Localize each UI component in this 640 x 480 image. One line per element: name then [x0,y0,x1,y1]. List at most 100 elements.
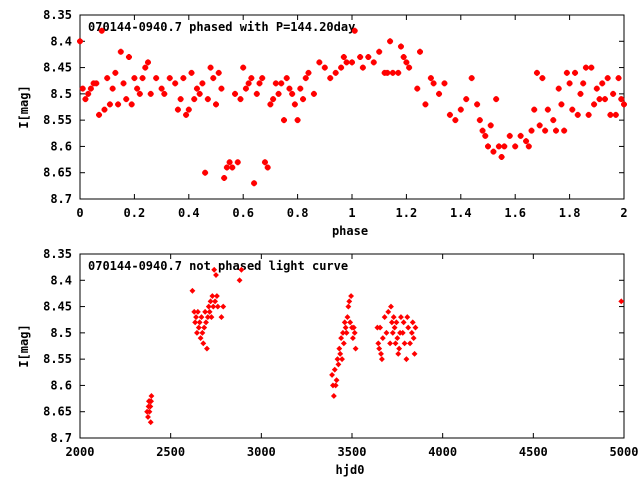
data-point [259,75,266,82]
data-point [393,319,400,326]
y-axis-label: I[mag] [17,324,31,367]
x-axis-label: phase [332,224,368,238]
data-point [387,38,394,45]
data-point [101,106,108,113]
data-point [300,96,307,103]
data-point [327,75,334,82]
data-point [286,85,293,92]
data-point [388,303,394,310]
x-tick-label: 0 [76,206,83,220]
data-point [79,85,86,92]
data-point [199,329,206,336]
data-point [517,132,524,139]
data-point [344,314,351,321]
data-point [403,59,410,66]
x-tick-label: 1.8 [559,206,581,220]
data-point [612,111,619,118]
data-point [400,319,407,326]
data-point [248,75,255,82]
data-point [389,329,396,336]
unphased-plot: 070144-0940.7 not phased light curve hjd… [17,247,638,477]
data-point [174,106,181,113]
data-point [378,356,385,363]
data-point [185,106,192,113]
data-point [390,314,397,321]
data-point [199,80,206,87]
y-tick-label: 8.65 [43,166,72,180]
data-point [498,153,505,160]
data-point [117,48,124,55]
data-point [115,101,122,108]
data-point [468,75,475,82]
data-point [410,335,417,342]
data-point [385,308,392,315]
data-point [201,324,208,331]
data-point [342,324,349,331]
y-tick-label: 8.5 [50,87,72,101]
data-point [490,148,497,155]
data-point [566,80,573,87]
data-point [392,340,399,347]
data-point [337,350,344,357]
data-point [223,164,230,171]
data-point [166,75,173,82]
data-point [202,308,209,315]
data-point [607,111,614,118]
data-point [553,127,559,134]
data-point [240,64,247,71]
x-tick-label: 1 [348,206,355,220]
data-point [383,329,390,336]
data-point [218,85,225,92]
data-point [341,319,348,326]
data-point [153,75,160,82]
data-point [333,377,340,384]
data-point [377,324,384,331]
data-point [213,272,219,278]
data-point [330,393,337,399]
data-point [501,143,508,150]
data-point [136,90,143,97]
data-point [123,96,130,103]
data-point [563,69,570,76]
data-point [618,96,625,103]
data-point [194,308,201,315]
data-point [523,138,530,145]
x-tick-label: 0.2 [124,206,146,220]
data-point [253,90,260,97]
y-tick-label: 8.4 [50,34,72,48]
x-tick-label: 1.6 [504,206,526,220]
data-point [147,419,154,426]
data-point [142,64,149,71]
data-point [441,80,448,87]
data-point [588,64,595,71]
data-point [283,75,290,82]
data-point [104,75,111,82]
data-point [427,75,434,82]
data-point [226,159,233,166]
data-point [195,324,202,331]
data-point [495,143,502,150]
data-point [389,69,396,76]
data-point [621,101,627,108]
data-point [87,85,94,92]
data-point [197,335,204,342]
data-point [414,85,421,92]
data-point [558,101,565,108]
data-point [379,335,386,342]
data-point [85,90,92,97]
data-point [294,117,301,124]
data-point [411,350,418,357]
data-point [191,96,198,103]
data-point [601,96,608,103]
y-tick-label: 8.5 [50,326,72,340]
data-point [340,54,347,61]
data-point [395,350,402,357]
data-point [146,408,153,415]
data-point [147,90,154,97]
data-point [338,64,345,71]
y-tick-label: 8.65 [43,405,72,419]
data-point [183,111,190,118]
data-point [457,106,464,113]
data-point [242,85,249,92]
